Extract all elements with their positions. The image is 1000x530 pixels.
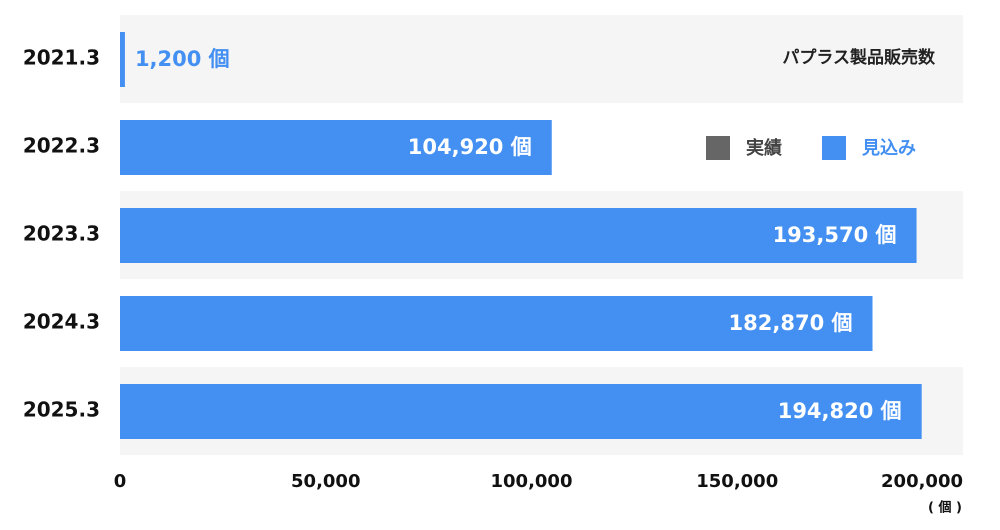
chart-title: パプラス製品販売数 [782,47,936,68]
y-tick-label: 2024.3 [23,310,100,334]
x-tick-label: 0 [114,471,127,492]
bar [120,296,873,351]
bar [120,384,922,439]
value-label: 104,920 個 [408,135,532,159]
y-tick-label: 2023.3 [23,222,100,246]
value-label: 1,200 個 [135,47,230,71]
y-tick-label: 2025.3 [23,398,100,422]
legend-swatch [706,136,730,160]
x-tick-label: 150,000 [696,471,778,492]
bar [120,32,125,87]
legend-label: 実績 [746,137,782,159]
value-label: 194,820 個 [778,399,902,423]
value-label: 182,870 個 [729,311,853,335]
bar [120,120,552,175]
row-band [120,15,963,103]
x-tick-label: 50,000 [291,471,360,492]
x-tick-label: 200,000 [881,471,963,492]
legend-swatch [822,136,846,160]
x-tick-label: 100,000 [491,471,573,492]
y-tick-label: 2021.3 [23,46,100,70]
y-tick-label: 2022.3 [23,134,100,158]
value-label: 193,570 個 [773,223,897,247]
legend-label: 見込み [861,138,916,159]
axis-unit: ( 個 ) [928,500,962,516]
bar [120,208,917,263]
